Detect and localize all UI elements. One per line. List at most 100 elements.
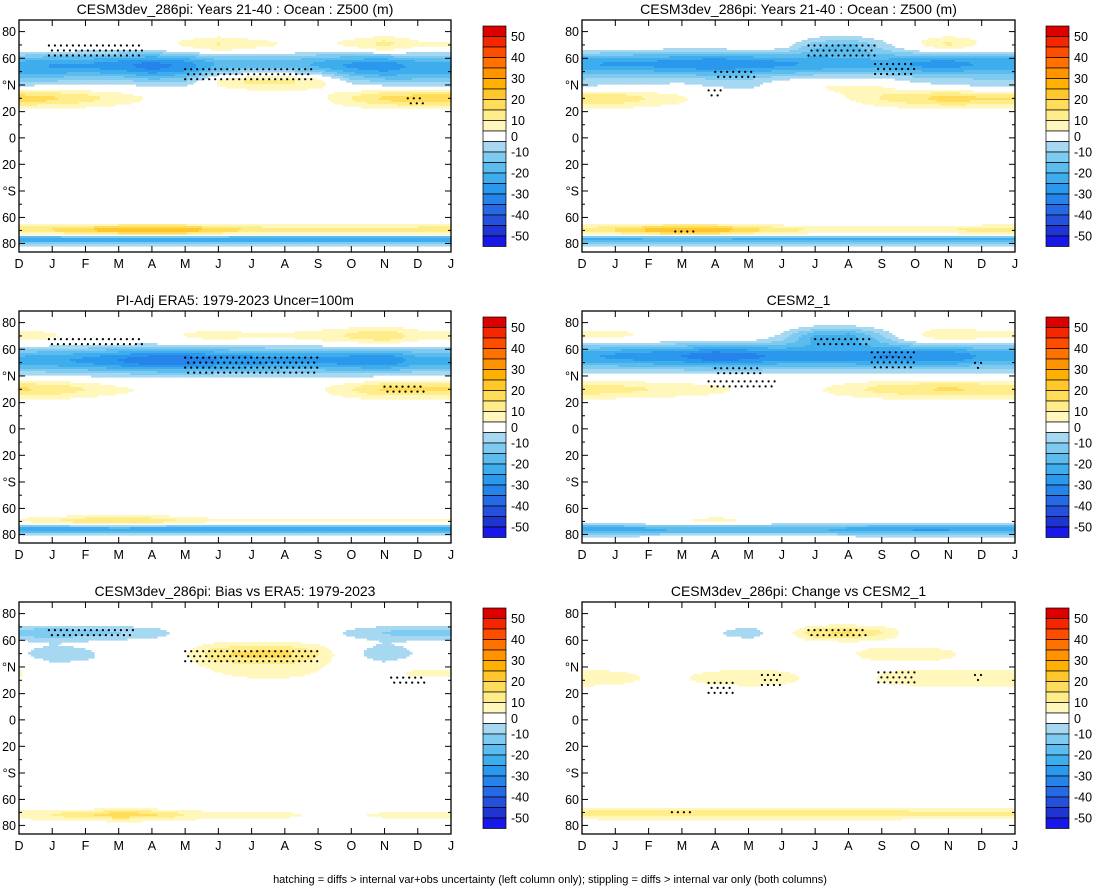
field-cell	[64, 66, 68, 69]
field-cell	[205, 42, 209, 45]
field-cell	[313, 66, 317, 69]
field-cell	[406, 106, 410, 109]
field-cell	[220, 38, 224, 41]
field-cell	[163, 66, 167, 69]
field-cell	[202, 66, 206, 69]
field-cell	[349, 80, 353, 83]
field-cell	[445, 82, 449, 85]
field-cell	[166, 60, 170, 63]
field-cell	[397, 40, 401, 43]
stipple-dot	[409, 102, 412, 105]
stipple-dot	[238, 78, 241, 81]
field-cell	[100, 96, 104, 99]
field-cell	[19, 66, 23, 69]
field-cell	[46, 64, 50, 67]
field-cell	[439, 80, 443, 83]
field-cell	[358, 42, 362, 45]
field-cell	[22, 68, 26, 71]
stipple-dot	[193, 73, 196, 76]
field-cell	[331, 52, 335, 55]
field-cell	[130, 56, 134, 59]
field-cell	[361, 78, 365, 81]
field-cell	[124, 68, 128, 71]
field-cell	[115, 62, 119, 65]
field-cell	[76, 54, 80, 57]
field-cell	[403, 68, 407, 71]
field-cell	[352, 104, 356, 107]
field-cell	[19, 58, 23, 61]
field-cell	[73, 92, 77, 95]
field-cell	[133, 68, 137, 71]
field-cell	[151, 78, 155, 81]
stipple-dot	[196, 68, 199, 71]
field-cell	[394, 90, 398, 93]
field-cell	[445, 76, 449, 79]
field-cell	[214, 48, 218, 51]
field-cell	[448, 80, 452, 83]
field-cell	[256, 62, 260, 65]
field-cell	[412, 42, 416, 45]
field-cell	[346, 70, 350, 73]
field-cell	[127, 98, 131, 101]
field-cell	[88, 76, 92, 79]
x-tick-label: A	[148, 257, 157, 271]
field-cell	[334, 54, 338, 57]
field-cell	[346, 76, 350, 79]
field-cell	[235, 60, 239, 63]
field-cell	[55, 82, 59, 85]
field-cell	[136, 64, 140, 67]
field-cell	[178, 84, 182, 87]
field-cell	[289, 70, 293, 73]
field-cell	[130, 94, 134, 97]
field-cell	[202, 54, 206, 57]
field-cell	[115, 76, 119, 79]
field-cell	[199, 64, 203, 67]
field-cell	[121, 64, 125, 67]
field-cell	[76, 74, 80, 77]
field-cell	[64, 96, 68, 99]
field-cell	[313, 56, 317, 59]
field-cell	[34, 60, 38, 63]
field-cell	[211, 42, 215, 45]
field-cell	[259, 76, 263, 79]
field-cell	[181, 60, 185, 63]
field-cell	[424, 76, 428, 79]
field-cell	[223, 58, 227, 61]
field-cell	[358, 66, 362, 69]
field-cell	[88, 104, 92, 107]
field-cell	[25, 74, 29, 77]
field-cell	[274, 66, 278, 69]
stipple-dot	[274, 68, 277, 71]
field-cell	[97, 74, 101, 77]
field-cell	[193, 52, 197, 55]
field-cell	[205, 76, 209, 79]
colorbar-swatch	[482, 162, 507, 174]
field-cell	[298, 62, 302, 65]
field-cell	[91, 102, 95, 105]
field-cell	[67, 106, 71, 109]
field-cell	[139, 50, 143, 53]
field-cell	[412, 62, 416, 65]
field-cell	[427, 104, 431, 107]
field-cell	[370, 68, 374, 71]
field-cell	[214, 72, 218, 75]
field-cell	[211, 70, 215, 73]
field-cell	[319, 68, 323, 71]
field-cell	[130, 100, 134, 103]
field-cell	[199, 60, 203, 63]
field-cell	[412, 92, 416, 95]
field-cell	[106, 50, 110, 53]
field-cell	[373, 40, 377, 43]
field-cell	[397, 64, 401, 67]
field-cell	[34, 98, 38, 101]
field-cell	[385, 38, 389, 41]
field-cell	[208, 72, 212, 75]
stipple-dot	[104, 49, 107, 52]
field-cell	[25, 56, 29, 59]
field-cell	[361, 58, 365, 61]
field-cell	[46, 94, 50, 97]
field-cell	[196, 42, 200, 45]
field-cell	[85, 100, 89, 103]
field-cell	[379, 102, 383, 105]
field-cell	[385, 76, 389, 79]
